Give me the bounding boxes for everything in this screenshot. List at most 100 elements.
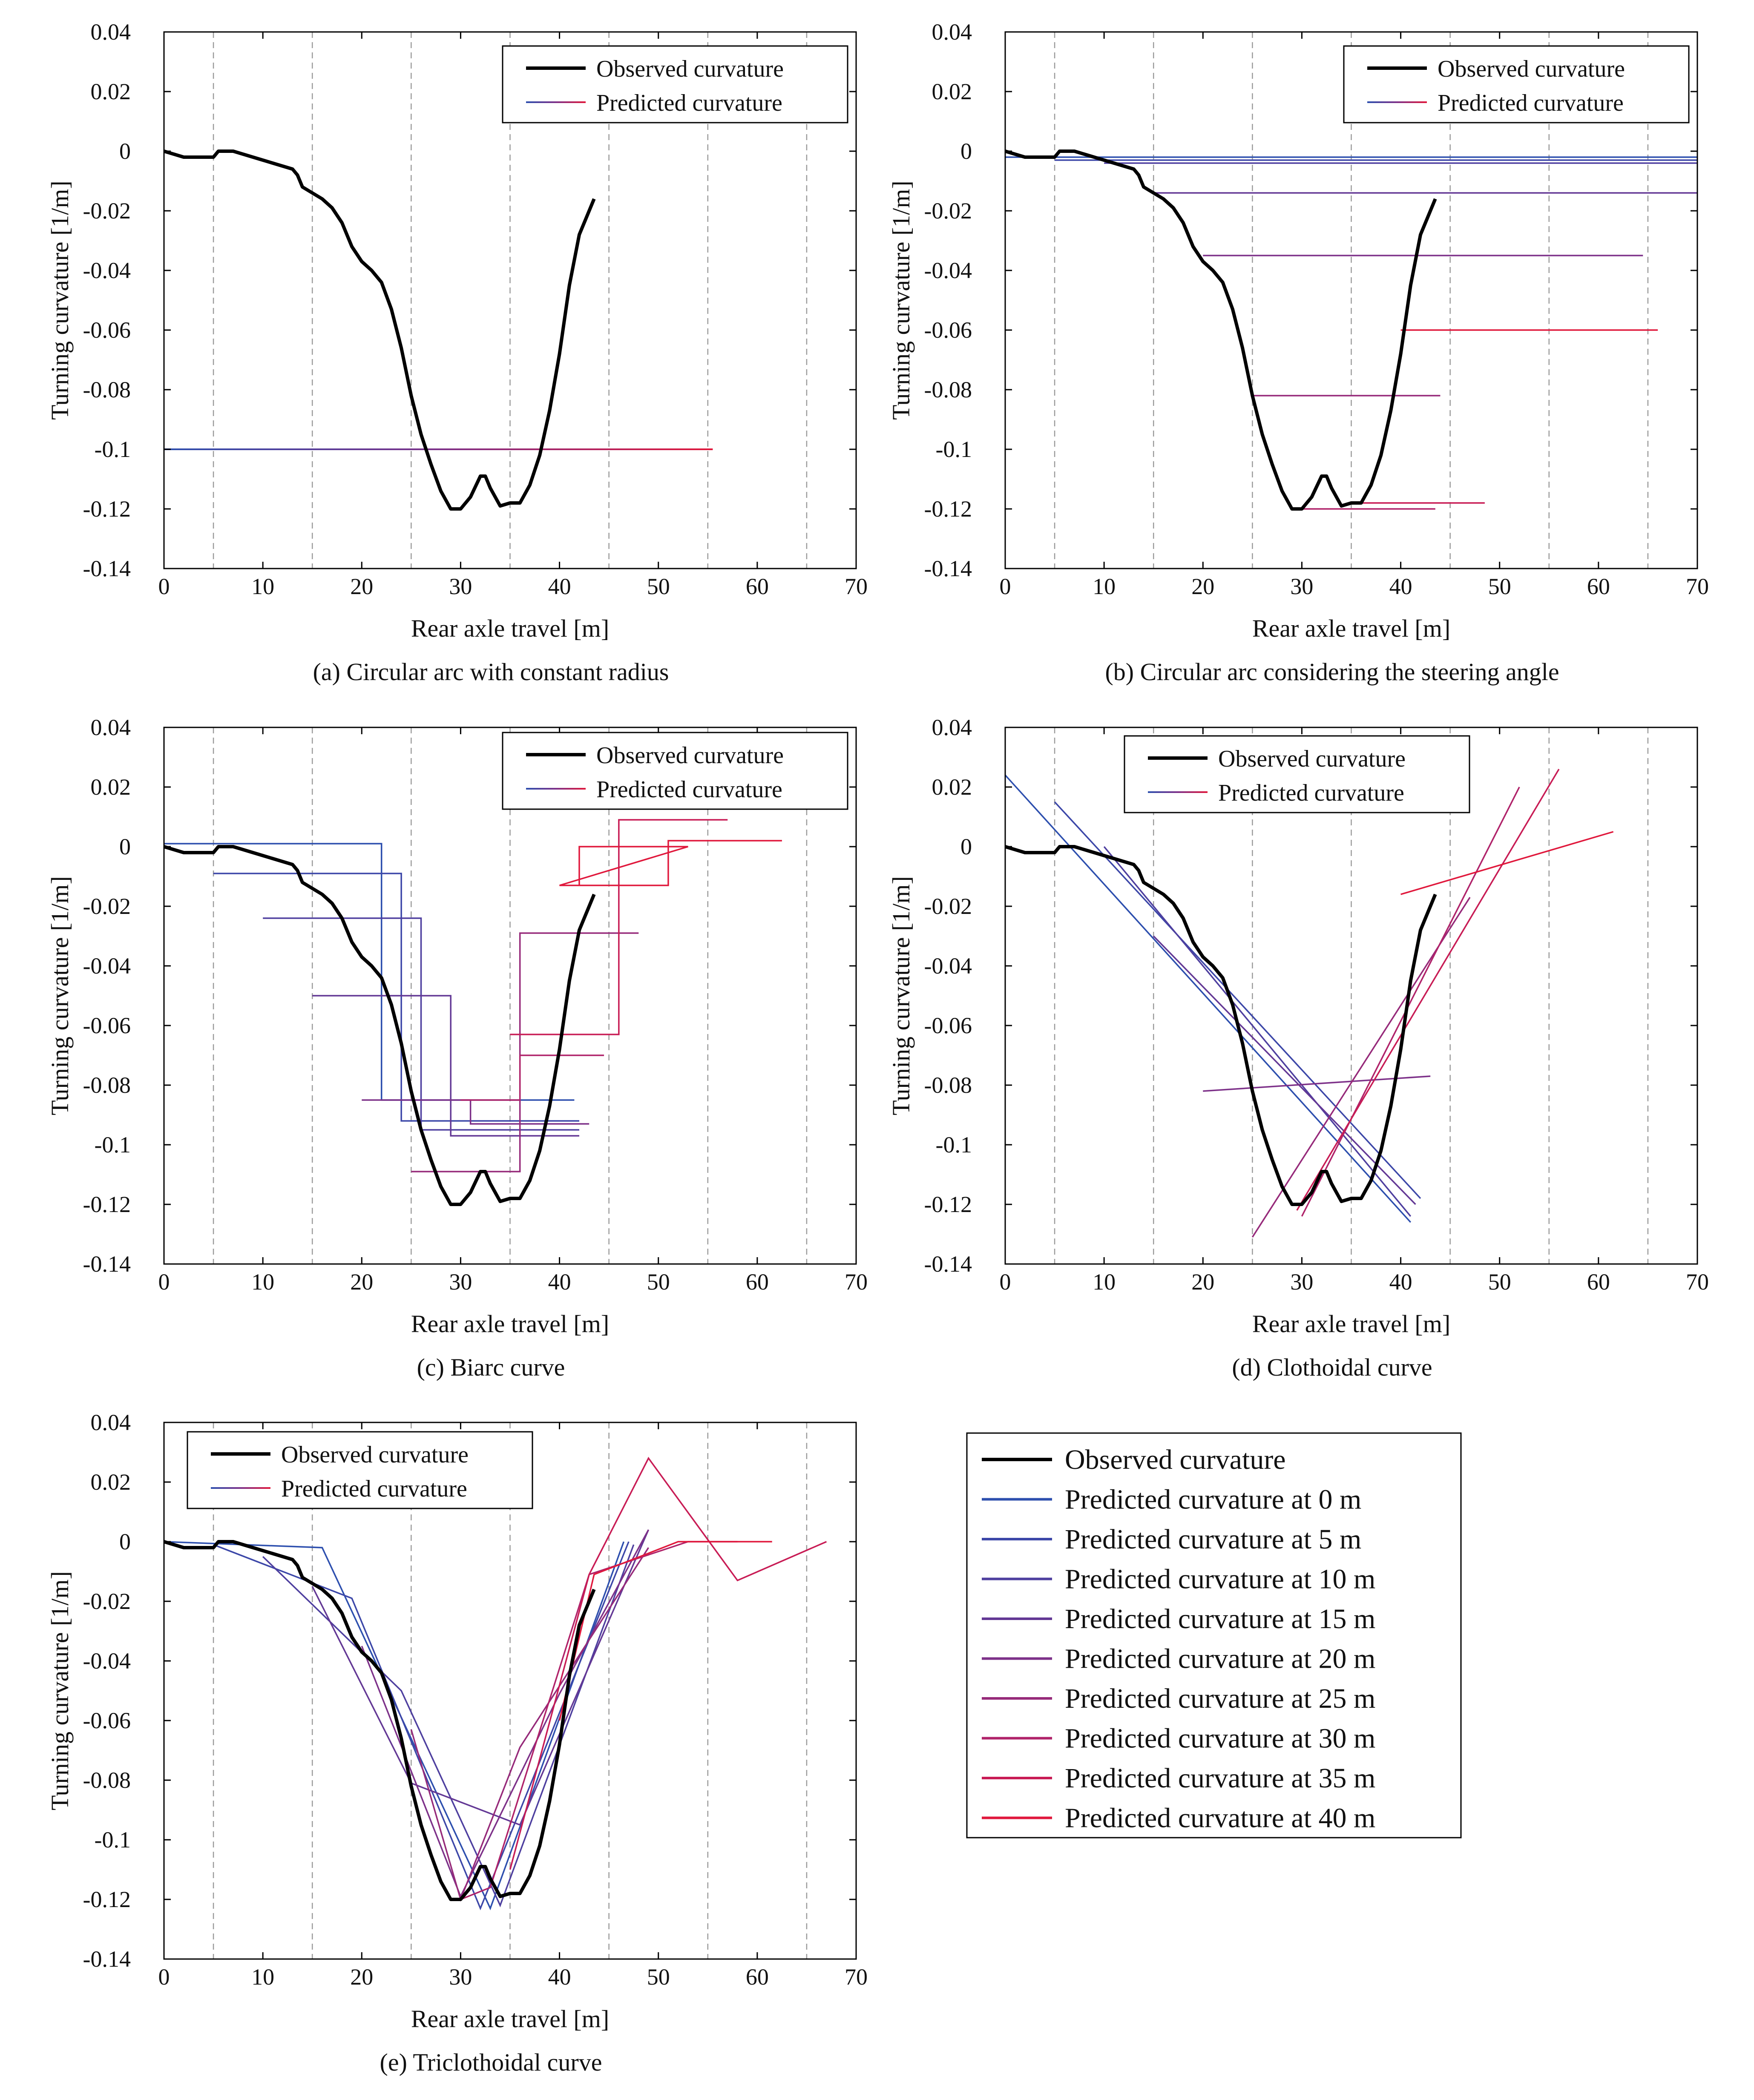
predicted-series-line [361,1529,650,1899]
legend-label: Observed curvature [596,742,784,769]
y-tick-label: 0.02 [932,774,972,800]
y-tick-label: -0.04 [924,258,972,283]
x-tick-label: 30 [1290,1269,1313,1295]
y-tick-label: 0 [119,1529,131,1554]
predicted-series-line [1004,774,1412,1223]
y-tick-label: -0.12 [924,496,972,522]
y-tick-label: -0.04 [924,953,972,979]
legend-label: Observed curvature [281,1442,469,1468]
shared-legend: Observed curvature Predicted curvature at… [966,1432,1462,1839]
x-tick-label: 10 [1093,574,1116,599]
predicted-series-line [509,1456,827,1870]
legend-swatch-predicted [1148,791,1208,793]
legend-swatch-predicted [526,101,586,103]
x-axis-label: Rear axle travel [m] [411,615,609,642]
x-tick-label: 20 [350,1964,373,1990]
x-axis-label: Rear axle travel [m] [411,1310,609,1338]
x-tick-label: 70 [845,574,868,599]
x-tick-label: 10 [1093,1269,1116,1295]
predicted-series-line [558,1541,772,1721]
shared-legend-label: Predicted curvature at 35 m [1065,1763,1375,1794]
y-tick-label: -0.02 [924,893,972,919]
y-tick-label: -0.06 [83,317,131,343]
y-tick-label: -0.12 [83,496,131,522]
observed-curvature-line [1004,845,1437,1206]
y-tick-label: 0.04 [91,19,131,45]
y-tick-label: -0.14 [83,1251,131,1277]
y-tick-label: -0.12 [924,1192,972,1217]
x-tick-label: 10 [251,1964,274,1990]
x-tick-label: 60 [746,1269,769,1295]
predicted-series-line [164,448,713,450]
x-tick-label: 60 [1587,574,1610,599]
chart-panel-b: 0.04 0.02 0 -0.02 -0.04 -0.06 -0.08 -0.1 -0.12 -0… [887,19,1709,686]
x-tick-label: 40 [1389,574,1412,599]
x-tick-label: 0 [1000,574,1011,599]
predicted-series-line [1203,1075,1431,1092]
panel-caption: (c) Biarc curve [417,1353,565,1381]
predicted-series-line [1301,787,1520,1217]
plot-frame [163,1422,857,1960]
y-tick-label: -0.14 [924,556,972,581]
observed-curvature-line [163,1540,596,1901]
y-tick-label: -0.06 [83,1013,131,1038]
predicted-series-line [362,1099,589,1125]
x-tick-label: 50 [647,1269,670,1295]
x-tick-label: 30 [1290,574,1313,599]
predicted-series-line [1103,846,1412,1217]
x-tick-label: 30 [449,1269,472,1295]
x-tick-label: 10 [251,574,274,599]
plot-frame [1004,31,1698,569]
observed-curvature-line [163,845,596,1206]
legend-label: Observed curvature [1218,746,1406,772]
x-tick-label: 30 [449,574,472,599]
x-tick-label: 50 [647,1964,670,1990]
predicted-series-line [1153,935,1416,1205]
x-tick-label: 20 [1191,574,1214,599]
y-tick-label: -0.02 [83,893,131,919]
y-tick-label: -0.08 [83,1072,131,1098]
y-tick-label: 0 [960,138,972,164]
y-axis-label: Turning curvature [1/m] [46,181,74,420]
y-tick-label: -0.02 [83,198,131,224]
y-tick-label: 0 [119,138,131,164]
x-tick-label: 50 [1488,1269,1511,1295]
predicted-series-line [559,840,782,886]
predicted-series-line [312,995,579,1137]
legend-box [1124,735,1470,813]
legend-box [187,1431,533,1509]
x-tick-label: 50 [1488,574,1511,599]
x-tick-label: 70 [845,1964,868,1990]
x-tick-label: 20 [1191,1269,1214,1295]
panel-caption: (e) Triclothoidal curve [380,2048,602,2076]
shared-legend-label: Predicted curvature at 10 m [1065,1564,1375,1595]
y-tick-label: -0.1 [95,1827,131,1853]
legend-box [502,45,848,124]
x-axis-label: Rear axle travel [m] [1252,1310,1450,1338]
legend-label: Predicted curvature [596,90,782,116]
y-tick-label: 0 [960,834,972,859]
x-tick-label: 70 [845,1269,868,1295]
y-tick-label: -0.12 [83,1887,131,1912]
y-tick-label: 0.04 [91,715,131,740]
legend-swatch-predicted [211,1487,270,1489]
legend-box [502,732,848,810]
y-tick-label: -0.1 [936,437,972,462]
legend-box [1343,45,1690,124]
y-tick-label: 0.04 [91,1410,131,1435]
plot-frame [1004,727,1698,1265]
y-axis-label: Turning curvature [1/m] [46,1571,74,1810]
legend-label: Predicted curvature [1218,780,1404,806]
shared-legend-label: Predicted curvature at 20 m [1065,1643,1375,1675]
predicted-series-line [410,1547,649,1902]
panel-caption: (d) Clothoidal curve [1232,1353,1432,1381]
legend-label: Observed curvature [1438,56,1625,82]
y-tick-label: -0.04 [83,1648,131,1674]
shared-legend-label: Observed curvature [1065,1444,1286,1475]
x-tick-label: 0 [158,1269,170,1295]
shared-legend-label: Predicted curvature at 30 m [1065,1723,1375,1754]
x-axis-label: Rear axle travel [m] [411,2005,609,2033]
predicted-series-line [164,843,575,1101]
x-tick-label: 0 [158,1964,170,1990]
